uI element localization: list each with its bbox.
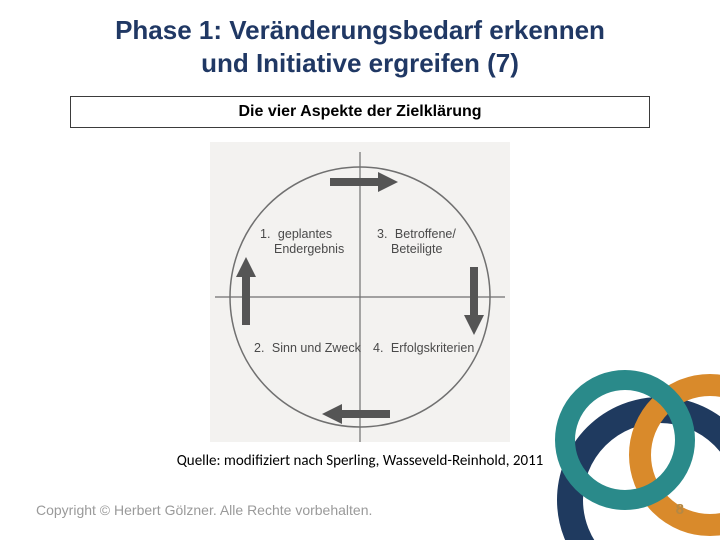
slide: Phase 1: Veränderungsbedarf erkennen und… <box>0 0 720 540</box>
page-number: 8 <box>676 501 684 518</box>
arrow-top <box>330 172 398 192</box>
deco-ring-navy <box>570 410 720 540</box>
corner-decoration <box>540 360 720 540</box>
q2-label: 2. Sinn und Zweck <box>254 341 362 355</box>
q3-label: 3. Betroffene/ Beteiligte <box>377 227 459 256</box>
quadrant-labels: 1. geplantes Endergebnis 3. Betroffene/ … <box>254 227 474 355</box>
q1-label: 1. geplantes Endergebnis <box>260 227 344 256</box>
arrow-bottom <box>322 404 390 424</box>
subtitle-text: Die vier Aspekte der Zielklärung <box>238 103 481 120</box>
title-line1: Phase 1: Veränderungsbedarf erkennen <box>115 15 605 45</box>
title-line2: und Initiative ergreifen (7) <box>201 48 519 78</box>
arrow-left <box>236 257 256 325</box>
copyright: Copyright © Herbert Gölzner. Alle Rechte… <box>36 502 372 518</box>
q4-label: 4. Erfolgskriterien <box>373 341 474 355</box>
source-citation: Quelle: modifiziert nach Sperling, Wasse… <box>0 452 720 470</box>
deco-ring-teal <box>565 380 685 500</box>
arrow-right <box>464 267 484 335</box>
subtitle-box: Die vier Aspekte der Zielklärung <box>70 96 650 128</box>
quadrant-diagram: 1. geplantes Endergebnis 3. Betroffene/ … <box>210 142 510 442</box>
slide-title: Phase 1: Veränderungsbedarf erkennen und… <box>0 14 720 79</box>
